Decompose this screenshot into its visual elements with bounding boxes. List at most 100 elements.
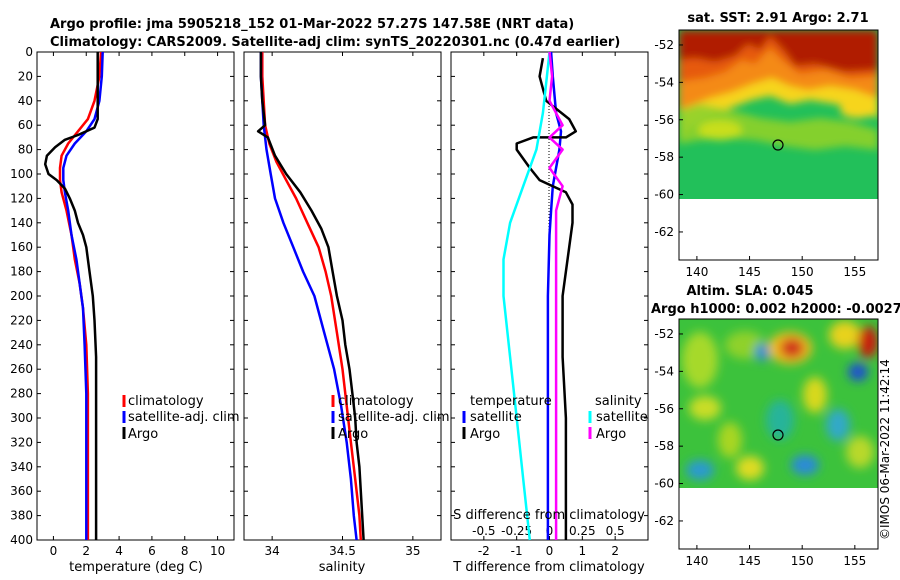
series-line-argo-t (515, 57, 578, 540)
map-x-tick-label: 145 (738, 554, 761, 568)
map-y-tick-label: -58 (654, 150, 674, 164)
legend-label-argo-s: Argo (596, 427, 626, 442)
x-tick-label: 2 (82, 544, 90, 558)
temperature-axes (36, 51, 235, 541)
series-line-satellite-adj-clim (259, 52, 358, 541)
sst-argo-marker (772, 139, 784, 151)
top-x-tick-label: 0.5 (606, 524, 625, 538)
series-line-satellite-t (546, 51, 563, 540)
top-x-tick-label: -0.5 (472, 524, 495, 538)
y-tick-label: 340 (10, 460, 33, 474)
series-line-climatology (261, 52, 363, 541)
map-y-tick-label: -54 (654, 75, 674, 89)
difference-axes (450, 51, 649, 541)
map-y-tick-label: -52 (654, 38, 674, 52)
temperature-lines (43, 51, 104, 540)
map-x-tick-label: 145 (738, 265, 761, 279)
x-tick-label: -2 (478, 544, 490, 558)
difference-panel: -2 -1 0 1 2 -0.5 -0.25 0 0.25 0.5 S difference fr… (450, 51, 649, 575)
sla-map-panel: Altim. SLA: 0.045 Argo h1000: 0.002 h200… (651, 284, 900, 568)
temperature-ticks: 0204060801001201401601802002202402602803… (10, 45, 234, 558)
map-x-tick-label: 150 (791, 554, 814, 568)
temperature-panel: 0204060801001201401601802002202402602803… (10, 45, 240, 575)
difference-ticks: -2 -1 0 1 2 -0.5 -0.25 0 0.25 0.5 (451, 51, 648, 558)
sla-map-axes (678, 318, 879, 550)
x-tick-label: 34.5 (329, 544, 356, 558)
sla-map-ticks: 140 145 150 155 -52 -54 -56 -58 -60 -62 (654, 327, 866, 568)
y-tick-label: 20 (18, 69, 33, 83)
y-tick-label: 260 (10, 362, 33, 376)
salinity-axes (243, 51, 442, 541)
series-line-satellite-adj-clim (62, 51, 104, 540)
y-tick-label: 40 (18, 94, 33, 108)
top-x-tick-label: 0.25 (569, 524, 596, 538)
legend-label-satellite-s: satellite (596, 410, 648, 425)
top-x-tick-label: 0 (546, 524, 554, 538)
y-tick-label: 240 (10, 338, 33, 352)
sst-map-panel: sat. SST: 2.91 Argo: 2.71 140 145 150 155 -5… (654, 11, 879, 279)
sst-field (679, 30, 878, 199)
temperature-xlabel: temperature (deg C) (69, 560, 203, 575)
x-tick-label: 6 (148, 544, 156, 558)
legend-label-satellite: satellite-adj. clim (128, 410, 240, 425)
series-line-argo (43, 52, 99, 540)
difference-xlabel: T difference from climatology (452, 560, 645, 575)
y-tick-label: 200 (10, 289, 33, 303)
sst-map-title: sat. SST: 2.91 Argo: 2.71 (687, 11, 868, 26)
map-y-tick-label: -52 (654, 327, 674, 341)
x-tick-label: 35 (405, 544, 420, 558)
x-tick-label: 0 (50, 544, 58, 558)
salinity-panel: 34 34.5 35 salinity climatology satellite-… (243, 51, 450, 575)
y-tick-label: 320 (10, 435, 33, 449)
x-tick-label: -1 (511, 544, 523, 558)
legend-label-argo-t: Argo (470, 427, 500, 442)
sst-map-axes (678, 29, 879, 261)
y-tick-label: 220 (10, 313, 33, 327)
difference-legend: temperature satellite Argo salinity sate… (462, 394, 648, 442)
salinity-lines (256, 52, 365, 541)
map-y-tick-label: -60 (654, 477, 674, 491)
map-y-tick-label: -54 (654, 364, 674, 378)
y-tick-label: 380 (10, 509, 33, 523)
legend-title-temperature: temperature (470, 394, 552, 409)
y-tick-label: 120 (10, 191, 33, 205)
difference-lines (502, 51, 578, 541)
y-tick-label: 300 (10, 411, 33, 425)
map-x-tick-label: 150 (791, 265, 814, 279)
series-line-argo-s (548, 51, 564, 540)
legend-label-satellite-t: satellite (470, 410, 522, 425)
series-line-argo (256, 52, 365, 541)
y-tick-label: 60 (18, 118, 33, 132)
y-tick-label: 180 (10, 265, 33, 279)
salinity-xlabel: salinity (319, 560, 366, 575)
x-tick-label: 34 (265, 544, 280, 558)
y-tick-label: 140 (10, 216, 33, 230)
map-y-tick-label: -58 (654, 439, 674, 453)
y-tick-label: 280 (10, 387, 33, 401)
sla-argo-marker (772, 429, 784, 441)
x-tick-label: 2 (611, 544, 619, 558)
y-tick-label: 160 (10, 240, 33, 254)
salinity-legend: climatology satellite-adj. clim Argo (331, 394, 450, 442)
y-tick-label: 0 (25, 45, 33, 59)
figure-title-line-1: Argo profile: jma 5905218_152 01-Mar-202… (50, 17, 574, 32)
sla-map-title-line-2: Argo h1000: 0.002 h2000: -0.0027 (651, 302, 900, 317)
map-x-tick-label: 140 (685, 554, 708, 568)
legend-label-argo: Argo (128, 427, 158, 442)
legend-label-argo: Argo (338, 427, 368, 442)
series-line-climatology (58, 51, 103, 540)
x-tick-label: 8 (181, 544, 189, 558)
y-tick-label: 100 (10, 167, 33, 181)
copyright-stamp: ©IMOS 06-Mar-2022 11:42:14 (878, 359, 892, 540)
legend-label-climatology: climatology (128, 394, 204, 409)
legend-label-satellite: satellite-adj. clim (338, 410, 450, 425)
series-line-satellite-s (502, 51, 551, 541)
x-tick-label: 1 (579, 544, 587, 558)
sla-field (679, 319, 878, 488)
top-x-tick-label: -0.25 (501, 524, 532, 538)
x-tick-label: 10 (210, 544, 225, 558)
map-y-tick-label: -62 (654, 225, 674, 239)
map-y-tick-label: -60 (654, 188, 674, 202)
difference-top-xlabel: S difference from climatology (453, 508, 645, 523)
